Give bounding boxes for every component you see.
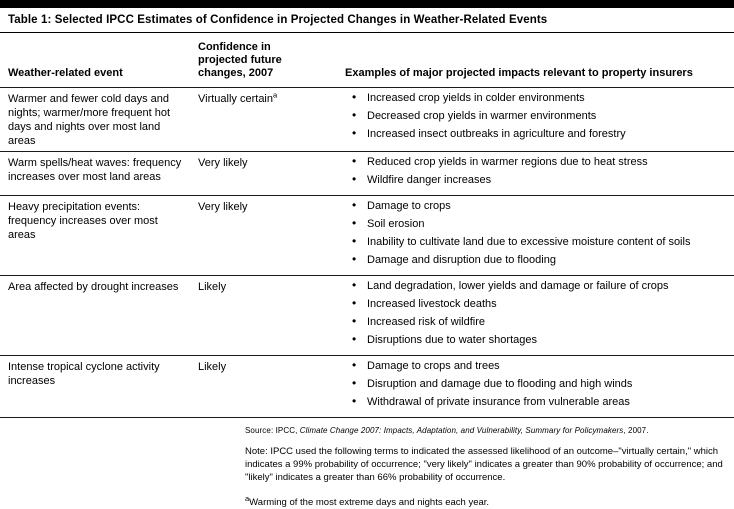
table-row-tropical-cyclone: Intense tropical cyclone activity increa… bbox=[0, 356, 734, 418]
source-suffix: , 2007. bbox=[623, 426, 649, 435]
confidence-cell: Virtually certaina bbox=[198, 88, 345, 151]
table-row-heavy-precipitation: Heavy precipitation events: frequency in… bbox=[0, 196, 734, 276]
impact-item: Decreased crop yields in warmer environm… bbox=[350, 109, 730, 123]
confidence-label: Very likely bbox=[198, 201, 248, 213]
header-examples: Examples of major projected impacts rele… bbox=[345, 67, 693, 79]
source-title: Climate Change 2007: Impacts, Adaptation… bbox=[299, 426, 624, 435]
event-cell: Warm spells/heat waves: frequency increa… bbox=[8, 157, 182, 183]
header-confidence: Confidence in projected future changes, … bbox=[198, 41, 282, 79]
table-title: Table 1: Selected IPCC Estimates of Conf… bbox=[0, 8, 734, 33]
table-header-row: Weather-related event Confidence in proj… bbox=[0, 33, 734, 88]
examples-cell: Land degradation, lower yields and damag… bbox=[345, 276, 734, 355]
confidence-label: Very likely bbox=[198, 157, 248, 169]
confidence-cell: Likely bbox=[198, 276, 345, 355]
confidence-cell: Very likely bbox=[198, 196, 345, 275]
impact-item: Increased insect outbreaks in agricultur… bbox=[350, 127, 730, 141]
table-top-bar bbox=[0, 0, 734, 8]
report-table-page: Table 1: Selected IPCC Estimates of Conf… bbox=[0, 0, 734, 482]
table-row-heat-waves: Warm spells/heat waves: frequency increa… bbox=[0, 152, 734, 196]
impact-list: Damage to crops and trees Disruption and… bbox=[345, 359, 730, 409]
impact-list: Damage to crops Soil erosion Inability t… bbox=[345, 199, 730, 267]
table-footer: Source: IPCC, Climate Change 2007: Impac… bbox=[245, 426, 730, 509]
event-cell: Area affected by drought increases bbox=[8, 281, 179, 293]
source-line: Source: IPCC, Climate Change 2007: Impac… bbox=[245, 426, 730, 436]
footnote-marker: a bbox=[273, 90, 278, 100]
event-cell: Heavy precipitation events: frequency in… bbox=[8, 201, 158, 241]
table-row-warmer-days: Warmer and fewer cold days and nights; w… bbox=[0, 88, 734, 152]
source-prefix: Source: IPCC, bbox=[245, 426, 300, 435]
header-weather-event: Weather-related event bbox=[8, 67, 123, 79]
confidence-label: Likely bbox=[198, 281, 227, 293]
impact-item: Reduced crop yields in warmer regions du… bbox=[350, 155, 730, 169]
impact-item: Damage to crops bbox=[350, 199, 730, 213]
impact-item: Inability to cultivate land due to exces… bbox=[350, 235, 730, 249]
impact-list: Increased crop yields in colder environm… bbox=[345, 91, 730, 141]
impact-item: Land degradation, lower yields and damag… bbox=[350, 279, 730, 293]
note-line: Note: IPCC used the following terms to i… bbox=[245, 446, 723, 483]
footnote-line: aWarming of the most extreme days and ni… bbox=[245, 495, 730, 509]
confidence-cell: Likely bbox=[198, 356, 345, 417]
impact-item: Wildfire danger increases bbox=[350, 173, 730, 187]
confidence-cell: Very likely bbox=[198, 152, 345, 195]
confidence-label: Likely bbox=[198, 361, 227, 373]
confidence-label: Virtually certain bbox=[198, 93, 273, 105]
examples-cell: Reduced crop yields in warmer regions du… bbox=[345, 152, 734, 195]
impact-item: Disruption and damage due to flooding an… bbox=[350, 377, 730, 391]
impact-item: Increased risk of wildfire bbox=[350, 315, 730, 329]
event-cell: Intense tropical cyclone activity increa… bbox=[8, 361, 160, 387]
impact-item: Damage to crops and trees bbox=[350, 359, 730, 373]
impact-item: Increased livestock deaths bbox=[350, 297, 730, 311]
examples-cell: Increased crop yields in colder environm… bbox=[345, 88, 734, 151]
impact-item: Increased crop yields in colder environm… bbox=[350, 91, 730, 105]
event-cell: Warmer and fewer cold days and nights; w… bbox=[8, 93, 171, 147]
impact-item: Disruptions due to water shortages bbox=[350, 333, 730, 347]
footnote-text: Warming of the most extreme days and nig… bbox=[249, 497, 490, 508]
impact-list: Land degradation, lower yields and damag… bbox=[345, 279, 730, 347]
impact-list: Reduced crop yields in warmer regions du… bbox=[345, 155, 730, 187]
impact-item: Soil erosion bbox=[350, 217, 730, 231]
impact-item: Withdrawal of private insurance from vul… bbox=[350, 395, 730, 409]
examples-cell: Damage to crops Soil erosion Inability t… bbox=[345, 196, 734, 275]
impact-item: Damage and disruption due to flooding bbox=[350, 253, 730, 267]
table-row-drought: Area affected by drought increases Likel… bbox=[0, 276, 734, 356]
examples-cell: Damage to crops and trees Disruption and… bbox=[345, 356, 734, 417]
